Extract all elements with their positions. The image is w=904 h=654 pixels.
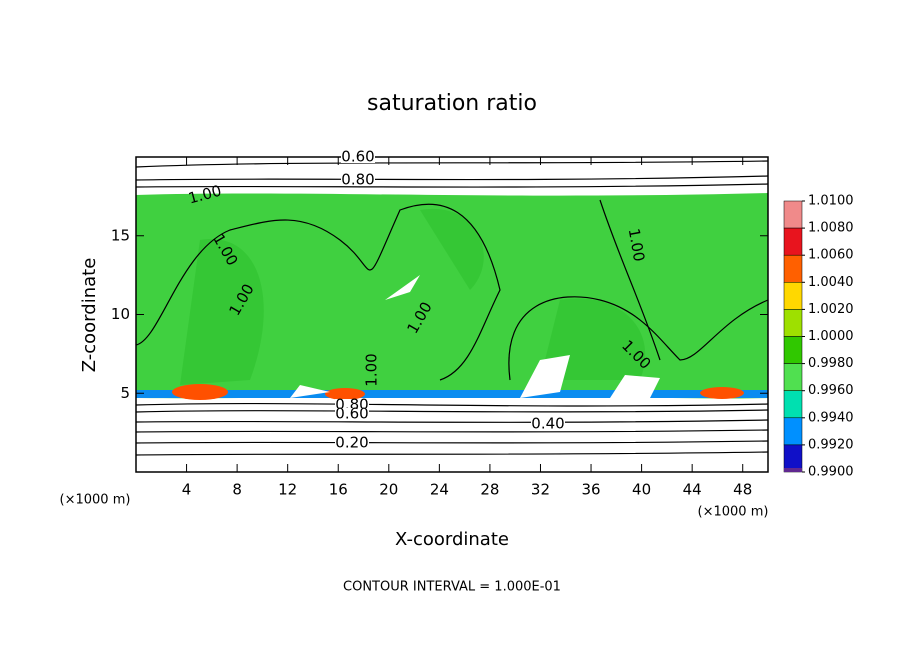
x-tick-label: 24 bbox=[430, 481, 449, 499]
contour-label-bg bbox=[531, 418, 565, 430]
y-axis-label: Z-coordinate bbox=[79, 258, 100, 373]
field-fill bbox=[136, 390, 768, 398]
contour-label: 1.00 bbox=[625, 227, 649, 263]
x-tick-label: 44 bbox=[683, 481, 702, 499]
contour-label: 0.80 bbox=[341, 171, 374, 189]
colorbar-tick-label: 0.9920 bbox=[808, 437, 854, 452]
colorbar-swatch bbox=[784, 468, 802, 472]
field-fill bbox=[172, 384, 228, 400]
x-axis-label: X-coordinate bbox=[395, 529, 509, 550]
colorbar-swatch bbox=[783, 336, 803, 364]
y-tick-label: 5 bbox=[120, 384, 130, 402]
colorbar-swatch bbox=[783, 390, 803, 419]
colorbar-swatch bbox=[783, 282, 803, 310]
x-tick-label: 28 bbox=[480, 481, 499, 499]
colorbar-swatch bbox=[783, 200, 803, 229]
contour-lines bbox=[135, 160, 769, 456]
colorbar-tick-label: 0.9940 bbox=[808, 410, 854, 425]
chart-title: saturation ratio bbox=[367, 91, 537, 116]
contour-label-bg bbox=[335, 408, 369, 420]
x-unit-label: (×1000 m) bbox=[698, 505, 769, 520]
x-tick-label: 20 bbox=[379, 481, 398, 499]
colorbar-tick-label: 1.0060 bbox=[808, 248, 854, 263]
colorbar-tick-label: 0.9980 bbox=[808, 356, 854, 371]
colorbar-swatch bbox=[783, 254, 803, 283]
y-tick-label: 10 bbox=[111, 305, 130, 323]
colorbar-tick-label: 0.9960 bbox=[808, 383, 854, 398]
colorbar-tick-label: 0.9900 bbox=[808, 465, 854, 480]
contour-label: 0.60 bbox=[341, 148, 374, 166]
colorbar-tick-label: 1.0020 bbox=[808, 302, 854, 317]
colorbar-tick-label: 1.0040 bbox=[808, 275, 854, 290]
colorbar-swatch bbox=[783, 444, 803, 473]
field-fill bbox=[325, 388, 365, 400]
contour-label: 0.20 bbox=[335, 434, 368, 452]
field-fill bbox=[180, 208, 646, 385]
y-tick-label: 15 bbox=[111, 226, 130, 244]
contour-label-bg bbox=[341, 174, 375, 186]
colorbar-swatch bbox=[783, 309, 803, 337]
x-unit-label: (×1000 m) bbox=[60, 493, 131, 508]
footer-note: CONTOUR INTERVAL = 1.000E-01 bbox=[343, 580, 561, 595]
field bbox=[135, 160, 769, 456]
field-fill bbox=[700, 387, 744, 399]
x-tick-label: 48 bbox=[733, 481, 752, 499]
x-tick-label: 16 bbox=[329, 481, 348, 499]
contour-label-bg bbox=[335, 437, 369, 449]
x-tick-label: 40 bbox=[632, 481, 651, 499]
colorbar-tick-label: 1.0000 bbox=[808, 329, 854, 344]
x-tick-label: 4 bbox=[182, 481, 192, 499]
x-tick-label: 8 bbox=[232, 481, 242, 499]
contour-label: 0.40 bbox=[531, 415, 564, 433]
x-tick-label: 32 bbox=[531, 481, 550, 499]
colorbar-swatch bbox=[783, 363, 803, 391]
x-tick-label: 36 bbox=[581, 481, 600, 499]
field-fill bbox=[290, 275, 660, 398]
contour-label: 0.60 bbox=[335, 405, 368, 423]
colorbar-swatch bbox=[783, 227, 803, 256]
colorbar-swatch bbox=[783, 417, 803, 446]
contour-label: 1.00 bbox=[363, 353, 381, 386]
x-tick-label: 12 bbox=[278, 481, 297, 499]
colorbar-tick-label: 1.0080 bbox=[808, 221, 854, 236]
colorbar-tick-label: 1.0100 bbox=[808, 194, 854, 209]
contour-label-bg bbox=[341, 151, 375, 163]
